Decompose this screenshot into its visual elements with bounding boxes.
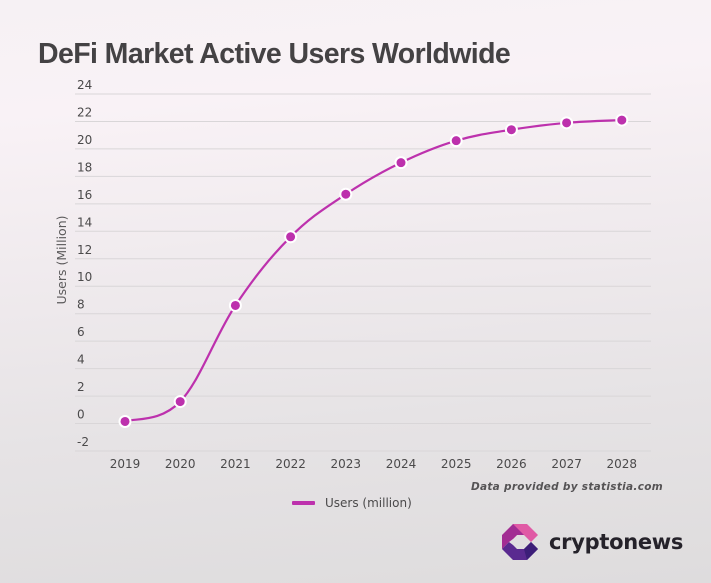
brand-logo: cryptonews [501, 523, 683, 561]
y-tick-label: 4 [77, 353, 85, 367]
y-tick-label: 0 [77, 408, 85, 422]
data-point [118, 414, 132, 428]
y-tick-label: 20 [77, 133, 92, 147]
y-tick-label: 8 [77, 298, 85, 312]
legend-swatch-users [292, 501, 315, 505]
series-users [118, 113, 629, 428]
data-point [504, 123, 518, 137]
x-tick-label: 2027 [551, 457, 582, 471]
y-tick-label: 14 [77, 215, 92, 229]
y-tick-label: 12 [77, 243, 92, 257]
x-tick-label: 2026 [496, 457, 527, 471]
x-tick-label: 2019 [110, 457, 141, 471]
x-tick-label: 2022 [275, 457, 306, 471]
y-tick-label: -2 [77, 435, 89, 449]
x-tick-label: 2028 [607, 457, 638, 471]
data-point [339, 187, 353, 201]
data-source-credit: Data provided by statistia.com [470, 481, 663, 493]
data-point [615, 113, 629, 127]
y-tick-label: 16 [77, 188, 92, 202]
data-point [449, 134, 463, 148]
y-tick-label: 2 [77, 380, 85, 394]
data-point [173, 395, 187, 409]
legend: Users (million) [292, 496, 412, 510]
x-tick-label: 2024 [386, 457, 417, 471]
data-point [560, 116, 574, 130]
x-tick-label: 2023 [331, 457, 362, 471]
x-tick-label: 2020 [165, 457, 196, 471]
y-tick-label: 22 [77, 105, 92, 119]
legend-label-users: Users (million) [325, 496, 412, 510]
brand-name: cryptonews [549, 530, 684, 554]
x-axis-ticks: 2019 2020 2021 2022 2023 2024 2025 2026 2027 2028 [110, 457, 637, 471]
series-line [124, 118, 622, 423]
y-tick-label: 6 [77, 325, 85, 339]
y-axis-label: Users (Million) [54, 216, 69, 305]
y-tick-label: 10 [77, 270, 92, 284]
gridlines [75, 93, 651, 452]
y-tick-label: 24 [77, 78, 92, 92]
data-point [228, 298, 242, 312]
data-point [284, 230, 298, 244]
y-tick-label: 18 [77, 160, 92, 174]
x-tick-label: 2021 [220, 457, 251, 471]
cryptonews-logo-icon [502, 524, 538, 560]
x-tick-label: 2025 [441, 457, 472, 471]
data-point [394, 156, 408, 170]
chart-title: DeFi Market Active Users Worldwide [38, 38, 511, 70]
